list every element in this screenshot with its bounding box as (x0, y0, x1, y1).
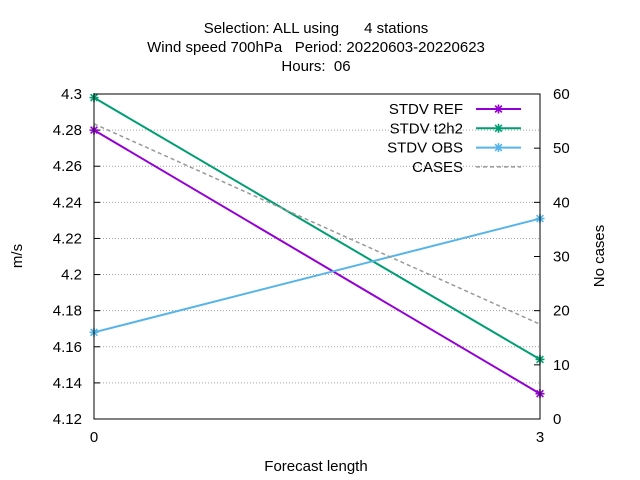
title-line-1: Selection: ALL using 4 stations (204, 20, 429, 37)
x-tick-label: 0 (90, 429, 98, 446)
legend-label: STDV OBS (387, 140, 463, 157)
chart-title: Selection: ALL using 4 stations Wind spe… (147, 20, 485, 75)
legend: STDV REF STDV t2h2 STDV OBS CASES (387, 101, 521, 176)
legend-item-stdv-ref: STDV REF (389, 101, 521, 118)
series-stdv-t2h2 (89, 93, 545, 364)
y-tick-label: 4.2 (61, 267, 82, 284)
y2-axis-ticks: 0 10 20 30 40 50 60 (534, 86, 570, 428)
y-tick-label: 4.16 (53, 339, 82, 356)
y-tick-label: 4.3 (61, 86, 82, 103)
legend-marker (494, 123, 503, 133)
series-line-stdv-t2h2 (93, 96, 541, 361)
y2-axis-label: No cases (591, 225, 608, 288)
plot-frame (93, 93, 541, 420)
series-line-stdv-obs (93, 217, 541, 334)
series-layer (89, 93, 545, 399)
legend-label: STDV t2h2 (390, 120, 463, 137)
series-line-stdv-ref (93, 129, 541, 395)
y-tick-label: 4.14 (53, 375, 82, 392)
legend-label: STDV REF (389, 101, 463, 118)
y-tick-label: 4.18 (53, 303, 82, 320)
y2-tick-label: 40 (553, 194, 570, 211)
y-tick-label: 4.24 (53, 194, 82, 211)
y2-tick-label: 60 (553, 86, 570, 103)
y2-tick-label: 50 (553, 140, 570, 157)
title-line-3: Hours: 06 (281, 58, 350, 75)
grid-lines (94, 129, 540, 384)
y2-tick-label: 10 (553, 357, 570, 374)
series-line-cases (93, 123, 541, 325)
legend-item-cases: CASES (412, 159, 521, 176)
legend-marker (494, 143, 503, 153)
y-tick-label: 4.26 (53, 158, 82, 175)
x-axis-label: Forecast length (264, 458, 367, 475)
y-tick-label: 4.22 (53, 230, 82, 247)
x-tick-label: 3 (536, 429, 544, 446)
y-axis-label: m/s (9, 244, 26, 268)
y2-tick-label: 20 (553, 303, 570, 320)
y-tick-label: 4.28 (53, 122, 82, 139)
legend-item-stdv-obs: STDV OBS (387, 140, 521, 157)
y2-tick-label: 30 (553, 249, 570, 266)
y-tick-label: 4.12 (53, 411, 82, 428)
y-axis-ticks: 4.12 4.14 4.16 4.18 4.2 4.22 4.24 4.26 4.28 4.3 (53, 86, 100, 428)
legend-marker (494, 104, 503, 114)
legend-item-stdv-t2h2: STDV t2h2 (390, 120, 521, 137)
y2-tick-label: 0 (553, 411, 561, 428)
series-stdv-obs (89, 214, 545, 337)
legend-label: CASES (412, 159, 463, 176)
title-line-2: Wind speed 700hPa Period: 20220603-20220… (147, 39, 485, 56)
series-cases (93, 123, 541, 325)
